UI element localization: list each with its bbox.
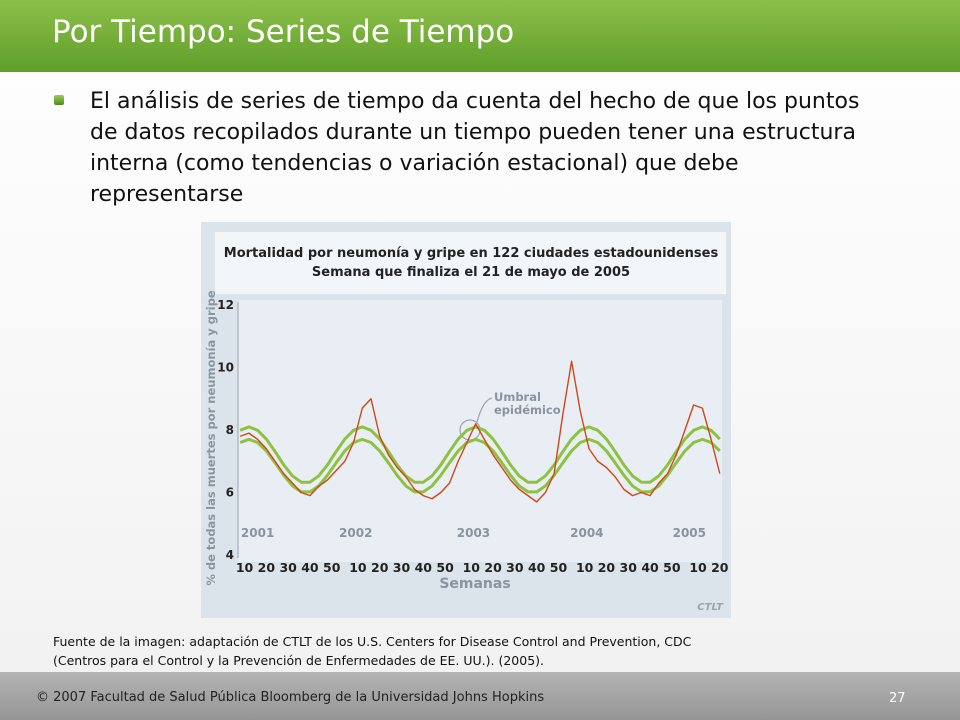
source-line: (Centros para el Control y la Prevención… (53, 653, 545, 668)
source-line: Fuente de la imagen: adaptación de CTLT … (53, 634, 692, 649)
x-tick-label: 10 (349, 560, 367, 575)
bullet-icon (54, 95, 64, 105)
x-tick-label: 20 (371, 560, 389, 575)
x-tick-label: 50 (436, 560, 454, 575)
chart: Mortalidad por neumonía y gripe en 122 c… (201, 222, 731, 618)
bullet-text: El análisis de series de tiempo da cuent… (90, 89, 860, 207)
year-label: 2002 (339, 526, 372, 540)
x-tick-label: 30 (620, 560, 638, 575)
x-tick-label: 30 (506, 560, 524, 575)
x-tick-label: 40 (301, 560, 319, 575)
annotation-arrow (476, 397, 493, 423)
source-note: Fuente de la imagen: adaptación de CTLT … (53, 632, 691, 670)
x-tick-label: 20 (484, 560, 502, 575)
x-axis-label: Semanas (439, 576, 510, 592)
data-line (239, 360, 721, 503)
x-tick-label: 50 (323, 560, 341, 575)
x-tick-label: 30 (279, 560, 297, 575)
year-label: 2004 (570, 526, 603, 540)
x-tick-label: 10 (576, 560, 594, 575)
footer-text: © 2007 Facultad de Salud Pública Bloombe… (36, 690, 545, 705)
header-bar: Por Tiempo: Series de Tiempo (0, 0, 960, 72)
year-label: 2005 (673, 526, 706, 540)
x-tick-label: 20 (258, 560, 276, 575)
y-tick-label: 12 (217, 298, 234, 312)
y-tick-label: 10 (217, 361, 234, 375)
x-tick-label: 40 (415, 560, 433, 575)
y-tick-label: 8 (226, 423, 234, 437)
x-tick-label: 10 (689, 560, 707, 575)
x-tick-label: 50 (663, 560, 681, 575)
chart-subtitle: Semana que finaliza el 21 de mayo de 200… (312, 265, 630, 280)
x-tick-label: 10 (463, 560, 481, 575)
year-label: 2001 (241, 526, 274, 540)
x-tick-label: 40 (641, 560, 659, 575)
x-tick-label: 50 (550, 560, 568, 575)
year-label: 2003 (457, 526, 490, 540)
page-number: 27 (889, 691, 906, 706)
x-tick-label: 20 (711, 560, 729, 575)
chart-title-box (215, 232, 726, 294)
x-tick-label: 40 (528, 560, 546, 575)
logo: CTLT (697, 602, 724, 613)
x-tick-label: 30 (393, 560, 411, 575)
annotation: Umbral (494, 390, 541, 404)
chart-title: Mortalidad por neumonía y gripe en 122 c… (224, 246, 719, 261)
footer-bar: © 2007 Facultad de Salud Pública Bloombe… (0, 672, 960, 720)
x-tick-label: 10 (236, 560, 254, 575)
x-tick-label: 20 (598, 560, 616, 575)
annotation: epidémico (494, 403, 561, 417)
y-tick-label: 4 (226, 548, 234, 562)
y-tick-label: 6 (226, 486, 234, 500)
slide-title: Por Tiempo: Series de Tiempo (52, 14, 515, 50)
data-line (239, 425, 721, 484)
y-axis-label: % de todas las muertes por neumonía y gr… (204, 290, 218, 585)
data-line (239, 437, 721, 494)
